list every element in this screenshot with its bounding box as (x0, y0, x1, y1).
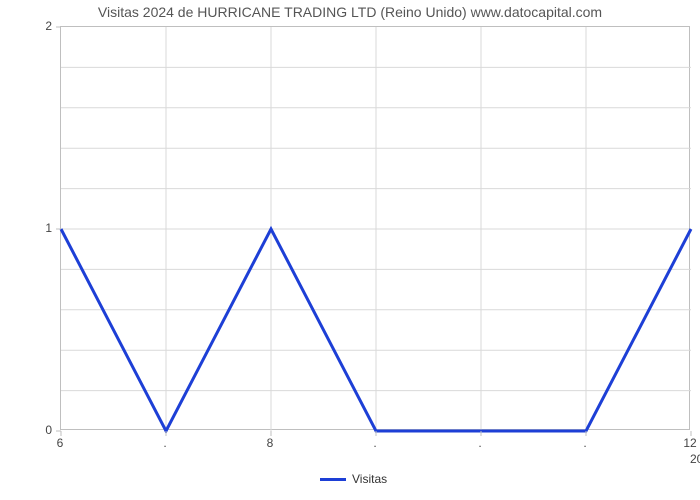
legend-label: Visitas (352, 472, 387, 486)
legend-swatch (320, 478, 346, 481)
x-tick-label: 12 (675, 436, 700, 450)
x-year-label: 202 (670, 452, 700, 466)
x-tick-label: . (360, 436, 390, 450)
x-tick-label: 8 (255, 436, 285, 450)
x-tick-label: . (570, 436, 600, 450)
plot-svg (61, 27, 691, 431)
plot-area (60, 26, 690, 430)
y-tick-label: 2 (32, 19, 52, 33)
x-tick-label: . (465, 436, 495, 450)
legend: Visitas (320, 472, 387, 486)
x-tick-label: . (150, 436, 180, 450)
x-tick-label: 6 (45, 436, 75, 450)
y-tick-label: 0 (32, 423, 52, 437)
y-tick-label: 1 (32, 221, 52, 235)
chart-title: Visitas 2024 de HURRICANE TRADING LTD (R… (0, 4, 700, 20)
chart-container: Visitas 2024 de HURRICANE TRADING LTD (R… (0, 0, 700, 500)
